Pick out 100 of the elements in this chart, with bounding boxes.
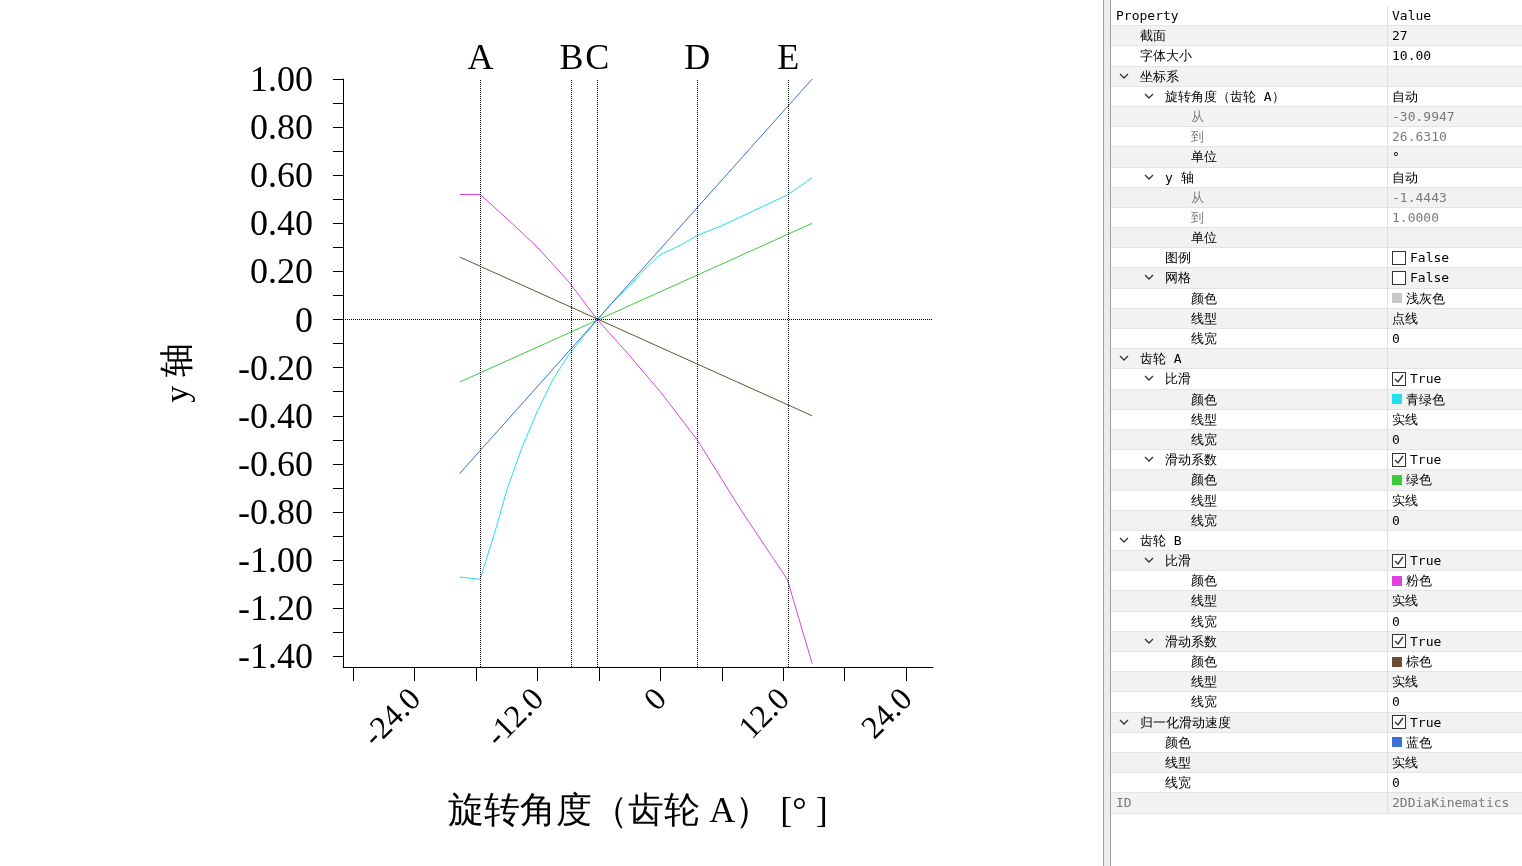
x-axis-title: 旋转角度（齿轮 A） [° ] — [448, 790, 828, 830]
line-series — [459, 177, 813, 580]
y-tick-label: 0.40 — [250, 203, 313, 244]
text: 青绿色 — [1406, 390, 1445, 409]
text: 线型 — [1165, 753, 1191, 772]
text: 0 — [1392, 774, 1400, 793]
text: 26.6310 — [1392, 128, 1447, 147]
line-series — [459, 193, 813, 665]
text: 线型 — [1191, 673, 1217, 692]
text: ° — [1392, 148, 1400, 167]
text: 单位 — [1191, 148, 1217, 167]
y-tick-label: -1.20 — [238, 588, 313, 629]
text: 0 — [1392, 330, 1400, 348]
y-tick-label: -0.80 — [238, 492, 313, 533]
text: True — [1410, 552, 1442, 571]
ref-line-label: D — [684, 37, 711, 77]
y-tick-label: 0.60 — [250, 155, 313, 196]
text: 浅灰色 — [1406, 289, 1445, 308]
ref-line-label: C — [585, 37, 610, 77]
text: y 轴 — [1165, 168, 1194, 187]
y-tick-label: -0.40 — [238, 395, 313, 436]
text: 线型 — [1191, 592, 1217, 611]
text: 滑动系数 — [1165, 451, 1217, 470]
text: 颜色 — [1191, 471, 1217, 490]
text: 实线 — [1392, 753, 1418, 772]
text: 2DDiaKinematics — [1392, 794, 1510, 813]
text: 旋转角度（齿轮 A） — [1165, 87, 1285, 106]
text: 颜色 — [1165, 733, 1191, 752]
x-tick-label: -12.0 — [477, 680, 551, 753]
text: 1.0000 — [1392, 208, 1439, 227]
text: 绿色 — [1406, 471, 1432, 490]
text: 线宽 — [1191, 511, 1217, 530]
y-axis-title: y 轴 — [157, 343, 195, 403]
text: 实线 — [1392, 592, 1418, 611]
text: -30.9947 — [1392, 107, 1455, 126]
text: 字体大小 — [1140, 47, 1192, 66]
text: 10.00 — [1392, 47, 1432, 66]
text: 比滑 — [1165, 370, 1191, 389]
x-tick-label: 12.0 — [730, 680, 796, 746]
text: 自动 — [1392, 168, 1418, 187]
y-tick-label: -1.00 — [238, 540, 313, 581]
text: 线宽 — [1191, 330, 1217, 348]
text: 蓝色 — [1406, 733, 1432, 752]
text: 粉色 — [1406, 572, 1432, 591]
text: 线宽 — [1165, 774, 1191, 793]
y-tick-label: -1.40 — [238, 636, 313, 677]
ref-line-label: E — [777, 37, 800, 77]
text: 滑动系数 — [1165, 632, 1217, 651]
y-tick-label: 1.00 — [250, 59, 313, 99]
text: 27 — [1392, 27, 1408, 46]
text: 实线 — [1392, 673, 1418, 692]
text: 线宽 — [1191, 612, 1217, 631]
text: 线型 — [1191, 491, 1217, 510]
y-tick-label: -0.60 — [238, 443, 313, 484]
text: 截面 — [1140, 27, 1166, 46]
text: 到 — [1191, 208, 1204, 227]
text: True — [1410, 632, 1442, 651]
x-tick-label: 0 — [636, 680, 674, 718]
text: False — [1410, 269, 1450, 288]
y-tick-label: 0.20 — [250, 251, 313, 292]
y-tick-label: 0 — [295, 299, 313, 340]
text: 颜色 — [1191, 390, 1217, 409]
text: 线型 — [1191, 410, 1217, 429]
y-tick-label: -0.20 — [238, 347, 313, 388]
text: 0 — [1392, 612, 1400, 631]
text: 齿轮 A — [1140, 350, 1182, 369]
text: 线型 — [1191, 309, 1217, 328]
text: 从 — [1191, 107, 1204, 126]
text: 实线 — [1392, 491, 1418, 510]
text: 线宽 — [1191, 430, 1217, 449]
x-tick-label: 24.0 — [853, 680, 919, 746]
ref-line-label: A — [467, 37, 494, 77]
text: Value — [1392, 7, 1432, 25]
text: 归一化滑动速度 — [1140, 713, 1231, 732]
text: 单位 — [1191, 229, 1217, 248]
text: 坐标系 — [1140, 67, 1179, 86]
text: 点线 — [1392, 309, 1418, 328]
text: True — [1410, 713, 1442, 732]
text: 图例 — [1165, 249, 1191, 268]
text: -1.4443 — [1392, 188, 1447, 207]
text: 自动 — [1392, 87, 1418, 106]
text: 0 — [1392, 430, 1400, 449]
text: 颜色 — [1191, 653, 1217, 671]
text: 棕色 — [1406, 653, 1432, 671]
text: True — [1410, 451, 1442, 470]
text: 网格 — [1165, 269, 1191, 288]
text: False — [1410, 249, 1450, 268]
text: 0 — [1392, 511, 1400, 530]
text: 实线 — [1392, 410, 1418, 429]
y-tick-label: 0.80 — [250, 107, 313, 148]
text: True — [1410, 370, 1442, 389]
text: ID — [1116, 794, 1132, 813]
ref-line-label: B — [559, 37, 584, 77]
text: 颜色 — [1191, 572, 1217, 591]
text: 到 — [1191, 128, 1204, 147]
text: 从 — [1191, 188, 1204, 207]
text: 齿轮 B — [1140, 531, 1182, 550]
x-tick-label: -24.0 — [354, 680, 428, 753]
text: 比滑 — [1165, 552, 1191, 571]
text: Property — [1116, 7, 1179, 25]
